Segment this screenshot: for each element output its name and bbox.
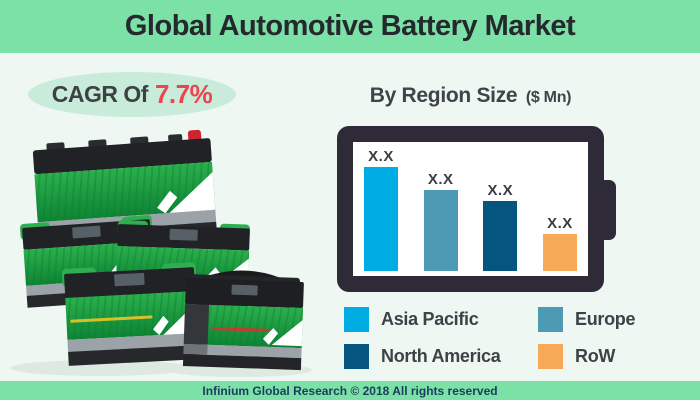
battery-chart-frame: X.X X.X X.X X.X [337, 126, 616, 292]
battery-product-image [10, 129, 312, 377]
legend-item-row: RoW [538, 344, 644, 369]
bar-value-label: X.X [427, 171, 454, 188]
bar-rect [542, 234, 577, 271]
legend-label: RoW [575, 346, 616, 366]
battery-bottom-right [182, 270, 304, 371]
bar-rect [423, 190, 458, 271]
chart-title-suffix: ($ Mn) [525, 89, 572, 106]
legend-label: North America [381, 346, 501, 366]
bar-rect [483, 201, 518, 271]
cagr-badge: CAGR Of 7.7% [28, 72, 236, 117]
legend-item-asia-pacific: Asia Pacific [344, 307, 538, 332]
bar-row: X.X [542, 215, 577, 271]
bar-value-label: X.X [487, 182, 514, 199]
footer-band: Infinium Global Research © 2018 All righ… [0, 381, 700, 400]
cagr-prefix-text: CAGR Of [51, 81, 149, 107]
chart-plot-area: X.X X.X X.X X.X [353, 142, 588, 276]
bar-europe: X.X [423, 171, 458, 271]
cagr-value-text: 7.7% [154, 79, 213, 109]
legend-swatch [344, 307, 369, 332]
bar-value-label: X.X [547, 215, 573, 232]
battery-bottom-left [61, 262, 199, 366]
legend-swatch [538, 307, 563, 332]
bar-north-america: X.X [483, 182, 518, 271]
legend-swatch [538, 344, 563, 369]
battery-terminal-tab [602, 180, 616, 240]
legend-item-north-america: North America [344, 344, 538, 369]
legend-label: Europe [575, 309, 636, 329]
bar-rect [364, 167, 398, 271]
bar-asia-pacific: X.X [364, 148, 398, 271]
legend-swatch [344, 344, 369, 369]
chart-legend: Asia Pacific Europe North America RoW [344, 307, 644, 369]
page-title: Global Automotive Battery Market [124, 10, 576, 42]
chart-title: By Region Size [369, 84, 518, 107]
header-band: Global Automotive Battery Market [0, 0, 700, 53]
footer-copyright-text: Infinium Global Research © 2018 All righ… [202, 383, 498, 398]
legend-label: Asia Pacific [381, 309, 479, 329]
chart-heading: By Region Size ($ Mn) [327, 84, 614, 108]
bar-value-label: X.X [368, 148, 394, 165]
legend-item-europe: Europe [538, 307, 644, 332]
